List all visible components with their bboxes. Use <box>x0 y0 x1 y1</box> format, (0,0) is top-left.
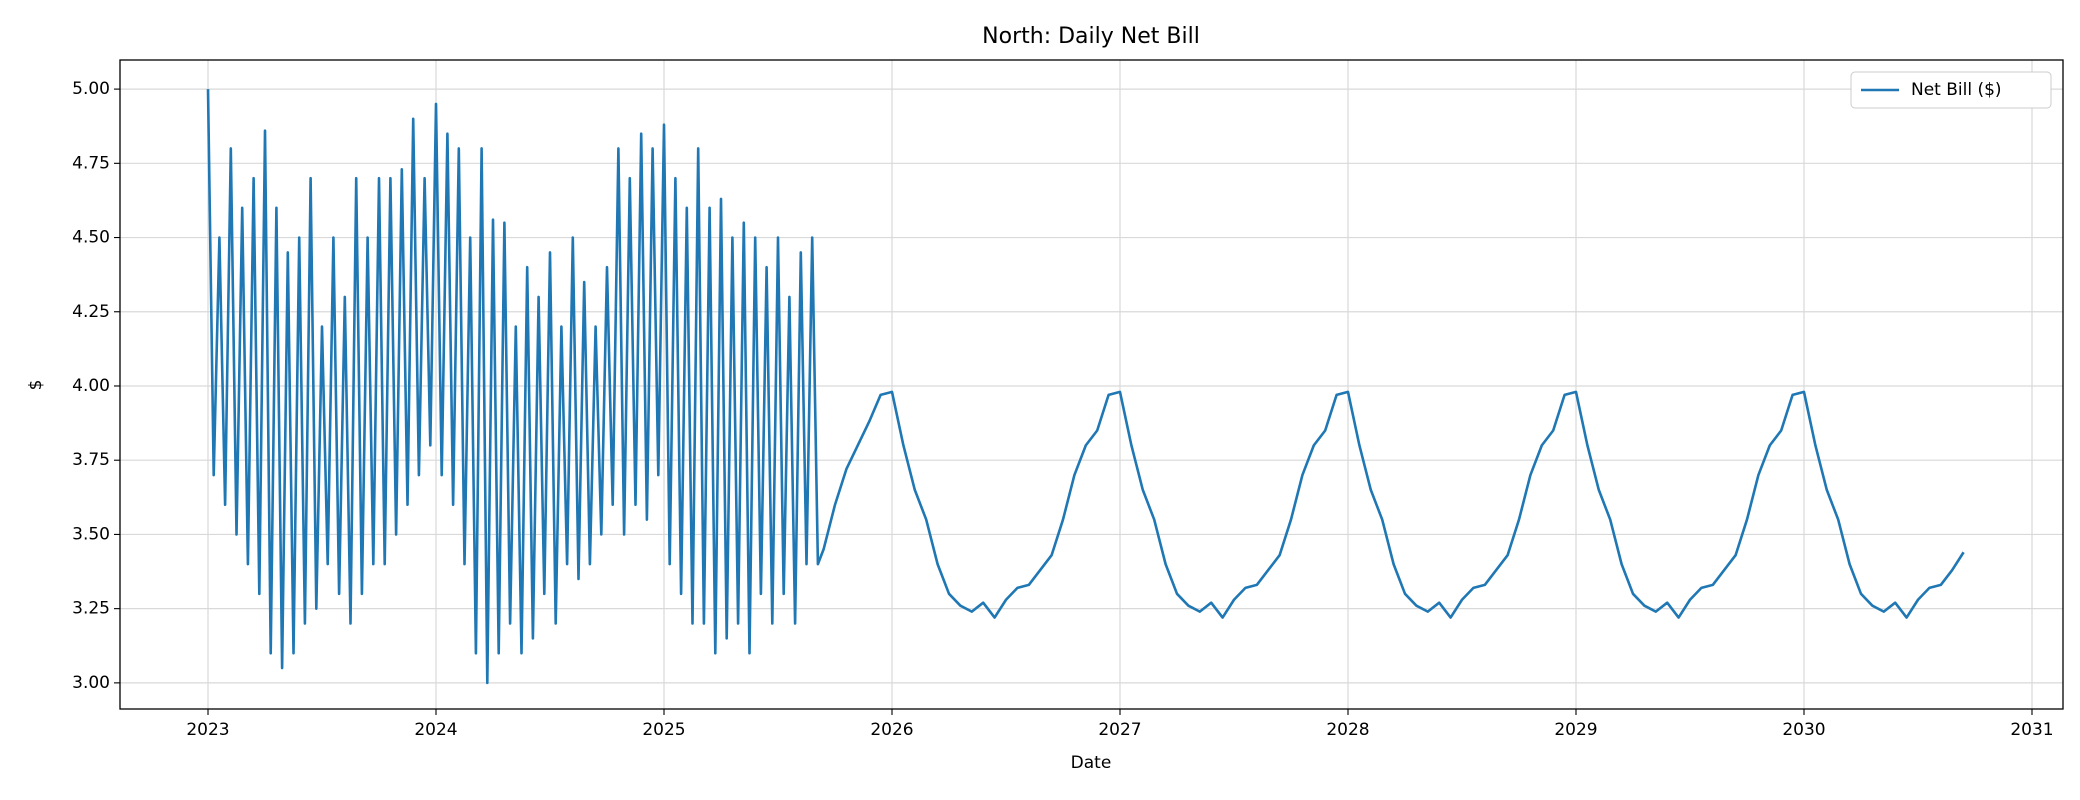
y-tick-label: 3.50 <box>72 524 110 544</box>
y-axis-label: $ <box>26 380 46 391</box>
data-line <box>206 89 1965 685</box>
x-tick-label: 2031 <box>2010 720 2053 740</box>
y-tick-label: 4.00 <box>72 376 110 396</box>
x-tick-label: 2024 <box>414 720 457 740</box>
y-tick-label: 3.25 <box>72 599 110 619</box>
chart-title: North: Daily Net Bill <box>982 24 1200 49</box>
x-axis-label: Date <box>1071 753 1112 773</box>
y-tick-label: 4.50 <box>72 228 110 248</box>
x-tick-label: 2030 <box>1782 720 1825 740</box>
plot-frame <box>119 59 2064 710</box>
y-tick-label: 3.00 <box>72 673 110 693</box>
y-tick-label: 4.75 <box>72 153 110 173</box>
x-tick-label: 2028 <box>1326 720 1369 740</box>
x-tick-label: 2023 <box>186 720 229 740</box>
y-tick-label: 5.00 <box>72 79 110 99</box>
legend-label: Net Bill ($) <box>1911 80 2002 100</box>
x-tick-label: 2025 <box>642 720 685 740</box>
y-tick-label: 3.75 <box>72 450 110 470</box>
x-tick-label: 2026 <box>870 720 913 740</box>
y-tick-label: 4.25 <box>72 302 110 322</box>
x-tick-label: 2029 <box>1554 720 1597 740</box>
legend-box <box>1850 71 2052 109</box>
x-tick-label: 2027 <box>1098 720 1141 740</box>
